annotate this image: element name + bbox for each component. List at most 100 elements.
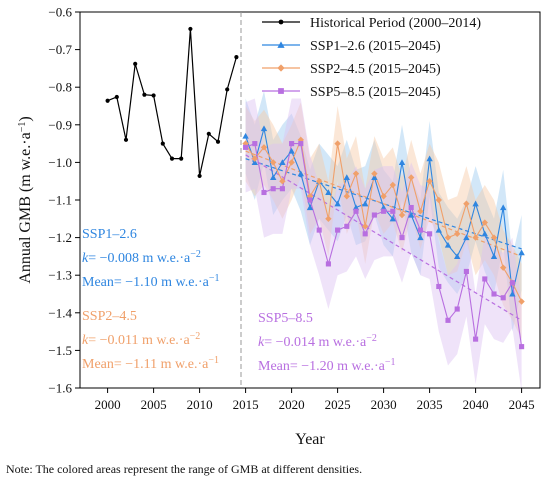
data-point-2 <box>270 159 277 166</box>
data-point-2 <box>481 219 488 226</box>
legend-marker-1 <box>277 41 285 48</box>
slope-value: = −0.014 m w.e.·a <box>264 335 367 350</box>
data-point-3 <box>270 186 276 192</box>
data-point-2 <box>435 196 442 204</box>
y-tick-label: −0.6 <box>48 5 72 20</box>
data-point-1 <box>518 249 525 256</box>
y-tick-label: −0.8 <box>48 80 72 95</box>
mean-unit-sup: −1 <box>385 357 396 368</box>
legend: Historical Period (2000–2014) SSP1–2.6 (2… <box>262 16 481 100</box>
data-point-1 <box>251 159 258 165</box>
x-tick-label: 2030 <box>371 397 397 412</box>
data-point-1 <box>334 200 341 207</box>
legend-label-3: SSP5–8.5 (2015–2045) <box>310 85 441 100</box>
y-axis-ticks: −1.6 −1.5 −1.4 −1.3 −1.2 −1.1 −1.0 −0.9 −0.8 −0.7… <box>48 5 80 396</box>
y-tick-label: −1.2 <box>48 230 72 245</box>
annotation-slope-2: k= −0.011 m w.e.·a−2 <box>82 331 200 349</box>
x-tick-label: 2000 <box>95 397 121 412</box>
data-point-1 <box>371 174 378 180</box>
x-tick-label: 2040 <box>463 397 489 412</box>
data-point-3 <box>298 141 304 147</box>
data-point-1 <box>362 200 369 207</box>
data-point-1 <box>270 174 277 180</box>
data-point-1 <box>472 200 479 207</box>
annotation-mean-1: Mean= −1.10 m w.e.·a−1 <box>82 273 220 291</box>
y-tick-label: −1.3 <box>48 268 72 283</box>
y-tick-label: −1.5 <box>48 343 72 358</box>
data-point-3 <box>436 283 442 290</box>
data-point-2 <box>251 155 258 162</box>
legend-marker-3 <box>278 88 284 94</box>
data-point-0 <box>151 93 156 98</box>
series-line-0 <box>107 28 237 177</box>
data-point-2 <box>389 181 396 189</box>
data-point-1 <box>398 159 406 165</box>
data-point-1 <box>242 132 249 139</box>
x-tick-label: 2005 <box>141 397 167 412</box>
data-point-2 <box>343 193 350 200</box>
x-tick-label: 2010 <box>187 397 213 412</box>
data-point-2 <box>352 170 360 177</box>
data-point-1 <box>509 290 516 297</box>
data-point-2 <box>316 178 323 185</box>
data-point-3 <box>390 208 396 214</box>
x-tick-label: 2015 <box>233 397 259 412</box>
data-point-3 <box>261 189 267 196</box>
data-point-1 <box>417 234 424 241</box>
data-point-3 <box>445 317 451 323</box>
data-point-2 <box>426 178 433 185</box>
y-axis-title-close: ) <box>17 116 34 121</box>
legend-marker-2 <box>277 64 285 72</box>
slope-symbol: k <box>258 335 265 350</box>
data-point-3 <box>399 235 405 241</box>
data-point-3 <box>325 261 331 267</box>
slope-symbol: k <box>82 251 89 266</box>
legend-label-2: SSP2–4.5 (2015–2045) <box>310 62 441 77</box>
legend-label-1: SSP1–2.6 (2015–2045) <box>310 39 441 54</box>
data-point-1 <box>389 215 396 222</box>
annotation-slope-3: k= −0.014 m w.e.·a−2 <box>258 333 377 351</box>
data-point-3 <box>427 231 433 237</box>
data-point-0 <box>179 156 184 161</box>
y-tick-label: −1.1 <box>48 193 72 208</box>
slope-value: = −0.011 m w.e.·a <box>88 333 190 348</box>
data-point-2 <box>325 215 332 222</box>
data-point-2 <box>490 234 498 241</box>
data-point-3 <box>408 204 414 211</box>
annotation-mean-2: Mean= −1.11 m w.e.·a−1 <box>82 355 219 373</box>
data-point-2 <box>260 144 268 151</box>
data-point-3 <box>316 227 322 233</box>
data-point-1 <box>435 226 442 233</box>
data-point-3 <box>307 197 313 203</box>
data-point-2 <box>334 140 341 147</box>
mean-unit-sup: −1 <box>208 355 219 366</box>
data-point-1 <box>288 147 295 154</box>
data-point-0 <box>188 26 193 31</box>
y-axis-title-main: Annual GMB (m w.e.·a <box>17 132 34 283</box>
data-point-2 <box>380 193 387 200</box>
data-point-0 <box>215 139 221 144</box>
data-point-1 <box>426 155 433 162</box>
slope-unit-sup: −2 <box>190 249 201 260</box>
annotation-scenario-1: SSP1–2.6 <box>82 227 137 242</box>
data-point-1 <box>297 170 304 177</box>
data-point-2 <box>463 200 470 207</box>
x-tick-label: 2045 <box>509 397 535 412</box>
data-point-3 <box>344 223 350 229</box>
data-point-3 <box>500 295 506 301</box>
figure-note: Note: The colored areas represent the ra… <box>6 462 363 476</box>
data-point-3 <box>519 344 525 350</box>
legend-marker-0 <box>278 19 284 25</box>
y-tick-label: −1.0 <box>48 155 72 170</box>
series-markers <box>105 26 525 350</box>
x-tick-label: 2020 <box>279 397 305 412</box>
x-tick-label: 2035 <box>417 397 443 412</box>
annotation-scenario-3: SSP5–8.5 <box>258 311 313 326</box>
x-tick-label: 2025 <box>325 397 351 412</box>
mean-value: Mean= −1.11 m w.e.·a <box>82 357 209 372</box>
data-point-3 <box>362 231 368 237</box>
data-point-2 <box>398 211 406 219</box>
data-point-1 <box>463 234 470 241</box>
data-point-1 <box>380 204 387 211</box>
